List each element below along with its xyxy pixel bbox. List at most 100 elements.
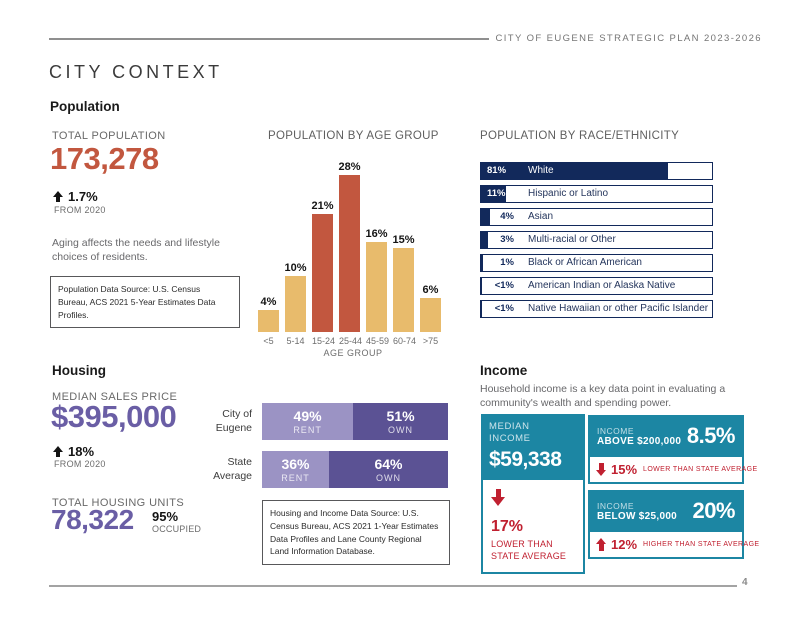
race-chart-title: POPULATION BY RACE/ETHNICITY <box>480 130 680 142</box>
up-arrow-icon <box>53 445 63 458</box>
occupied-value: 95% <box>152 509 179 524</box>
tenure-chart: City of Eugene 49% RENT 51% OWN State Average 36… <box>196 403 448 499</box>
tenure-row: State Average 36% RENT 64% OWN <box>196 451 448 488</box>
income-below-delta-strip: 12% HIGHER THAN STATE AVERAGE <box>588 532 759 559</box>
age-bar-value: 21% <box>311 200 334 213</box>
income-above-delta: 15% <box>611 462 638 477</box>
total-population-change-value: 1.7% <box>68 189 98 204</box>
income-above-card-header: INCOME ABOVE $200,000 8.5% <box>588 415 744 457</box>
tenure-bar: 49% RENT 51% OWN <box>262 403 448 440</box>
housing-source-box: Housing and Income Data Source: U.S. Cen… <box>262 500 450 565</box>
housing-section-heading: Housing <box>52 363 106 378</box>
age-bar <box>366 242 387 332</box>
page-title: CITY CONTEXT <box>49 62 223 82</box>
age-chart-categories: <5 5-14 15-24 25-44 45-59 60-74 >75 <box>258 336 448 346</box>
up-arrow-icon <box>53 190 63 203</box>
total-housing-units-label: TOTAL HOUSING UNITS <box>52 497 185 509</box>
age-chart-xlabel: AGE GROUP <box>323 348 383 358</box>
header-rule <box>49 38 489 40</box>
race-value-label: 4% <box>500 211 514 222</box>
age-bar-value: 6% <box>422 284 439 297</box>
age-category-label: 15-24 <box>312 336 336 346</box>
age-bar-value: 10% <box>284 262 307 274</box>
age-category-label: 45-59 <box>366 336 390 346</box>
median-sales-price-change-period: FROM 2020 <box>54 459 106 469</box>
income-above-card: INCOME ABOVE $200,000 8.5% 15% LOWER THA… <box>588 415 757 484</box>
income-below-card: INCOME BELOW $25,000 20% 12% HIGHER THAN… <box>588 490 759 559</box>
total-housing-units-value: 78,322 <box>51 504 134 535</box>
age-bar->75: 6% <box>420 284 441 332</box>
age-category-label: 25-44 <box>339 336 363 346</box>
tenure-segment-own: 51% OWN <box>353 403 448 440</box>
delta-note-line2: STATE AVERAGE <box>491 550 567 561</box>
occupied-stat: 95% OCCUPIED <box>152 509 201 534</box>
tenure-segment-name: RENT <box>281 472 310 483</box>
age-bar-45-59: 16% <box>365 228 388 332</box>
race-value-label: 81% <box>487 165 507 176</box>
median-income-delta-note: LOWER THAN STATE AVERAGE <box>491 539 575 562</box>
race-bar-fill <box>481 232 488 248</box>
age-category-label: 60-74 <box>393 336 417 346</box>
median-sales-price-label: MEDIAN SALES PRICE <box>52 391 178 403</box>
age-bar-value: 28% <box>338 161 361 174</box>
median-income-card-header: MEDIAN INCOME $59,338 <box>481 414 585 480</box>
median-sales-price-change-value: 18% <box>68 444 95 459</box>
income-above-label-line1: INCOME <box>597 425 634 436</box>
race-category-label: Hispanic or Latino <box>528 188 609 199</box>
race-value-label: 1% <box>500 257 514 268</box>
income-above-value: 8.5% <box>686 423 736 448</box>
total-population-value: 173,278 <box>50 141 159 176</box>
population-section-heading: Population <box>50 99 120 114</box>
age-bar <box>285 276 306 332</box>
up-arrow-icon <box>596 537 607 551</box>
race-chart-rows: 81% White 11% Hispanic or Latino 4% Asian 3% Mu… <box>480 162 713 323</box>
tenure-row: City of Eugene 49% RENT 51% OWN <box>196 403 448 440</box>
age-bar <box>258 309 279 332</box>
race-value-label: <1% <box>494 303 514 314</box>
income-below-label-line2: BELOW $25,000 <box>597 510 678 522</box>
down-arrow-icon <box>491 488 506 507</box>
race-bar-fill <box>481 301 483 317</box>
tenure-segment-own: 64% OWN <box>328 451 448 488</box>
median-sales-price-value: $395,000 <box>51 399 177 434</box>
race-category-label: Native Hawaiian or other Pacific Islande… <box>528 303 709 314</box>
income-section-heading: Income <box>480 363 528 378</box>
race-value-label: <1% <box>494 280 514 291</box>
median-income-card: MEDIAN INCOME $59,338 17% LOWER THAN STA… <box>481 414 585 575</box>
income-below-value: 20% <box>692 498 735 523</box>
median-income-label-line2: INCOME <box>489 432 531 444</box>
age-bar <box>312 214 333 332</box>
tenure-segment-name: OWN <box>388 424 414 435</box>
income-below-delta: 12% <box>611 537 638 552</box>
tenure-segment-value: 36% <box>281 456 310 473</box>
tenure-row-label: City of Eugene <box>215 407 252 434</box>
median-sales-price-change: 18% <box>53 444 94 459</box>
income-below-label: INCOME BELOW $25,000 <box>597 501 677 522</box>
income-above-delta-strip: 15% LOWER THAN STATE AVERAGE <box>588 457 757 484</box>
race-category-label: American Indian or Alaska Native <box>528 280 676 291</box>
age-bar <box>420 298 441 332</box>
age-bar-<5: 4% <box>258 296 279 332</box>
income-above-label: INCOME ABOVE $200,000 <box>597 426 681 447</box>
race-value-label: 3% <box>500 234 514 245</box>
total-population-label: TOTAL POPULATION <box>52 130 166 142</box>
age-bar <box>339 175 360 332</box>
occupied-label: OCCUPIED <box>152 524 202 534</box>
race-row: <1% Native Hawaiian or other Pacific Isla… <box>480 300 713 318</box>
race-row: 81% White <box>480 162 713 180</box>
income-below-delta-note: HIGHER THAN STATE AVERAGE <box>643 541 760 548</box>
population-source-box: Population Data Source: U.S. Census Bure… <box>50 276 240 329</box>
race-category-label: Multi-racial or Other <box>528 234 616 245</box>
age-category-label: 5-14 <box>286 336 305 346</box>
median-income-delta: 17% <box>491 518 524 535</box>
tenure-bar: 36% RENT 64% OWN <box>262 451 448 488</box>
race-bar-fill <box>481 255 484 271</box>
tenure-row-label: State Average <box>213 455 252 482</box>
income-below-card-header: INCOME BELOW $25,000 20% <box>588 490 744 532</box>
race-bar-fill <box>481 209 491 225</box>
tenure-segment-value: 64% <box>374 456 403 473</box>
age-chart-title: POPULATION BY AGE GROUP <box>268 130 439 142</box>
median-income-label: MEDIAN INCOME <box>489 421 577 445</box>
tenure-segment-rent: 49% RENT <box>262 403 354 440</box>
median-income-card-body: 17% LOWER THAN STATE AVERAGE <box>481 479 585 575</box>
